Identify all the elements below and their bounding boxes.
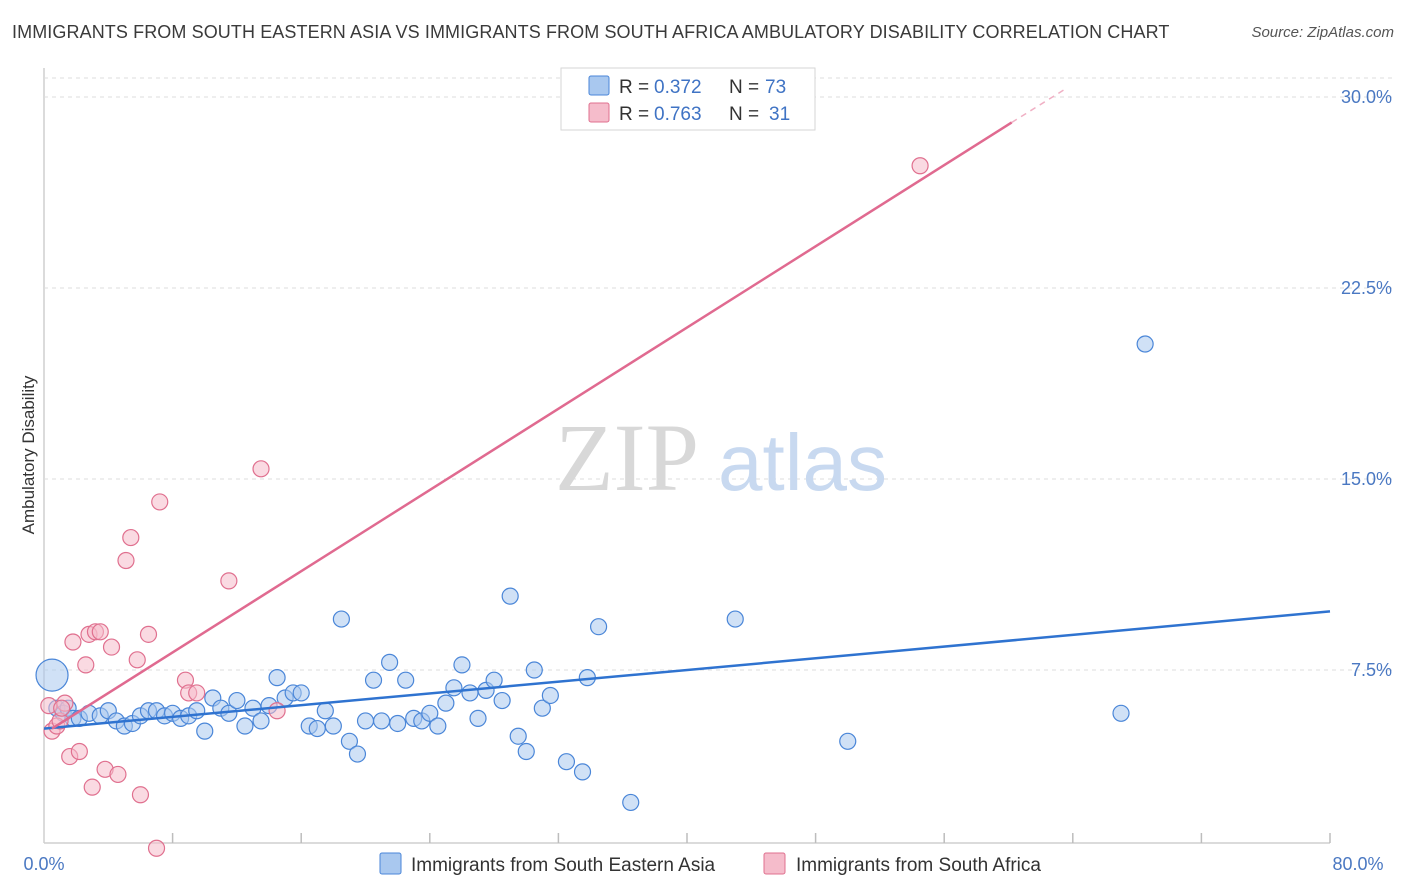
legend-n-value-2: 31 bbox=[769, 104, 790, 125]
point-south-eastern-asia bbox=[324, 717, 342, 735]
x-ticks bbox=[171, 833, 1331, 843]
point-south-eastern-asia bbox=[525, 661, 543, 679]
point-south-eastern-asia bbox=[372, 712, 391, 730]
point-south-eastern-asia bbox=[196, 722, 214, 740]
point-south-africa bbox=[83, 778, 101, 796]
point-south-africa bbox=[268, 702, 286, 720]
point-south-eastern-asia bbox=[437, 694, 455, 712]
point-south-eastern-asia bbox=[517, 742, 535, 761]
point-south-eastern-asia bbox=[228, 691, 246, 710]
x-tick-label-min: 0.0% bbox=[23, 854, 64, 874]
point-south-eastern-asia bbox=[356, 712, 375, 730]
source-label: Source: ZipAtlas.com bbox=[1251, 24, 1394, 41]
legend-n-label-1: N = bbox=[729, 77, 759, 98]
y-tick-label: 15.0% bbox=[1341, 469, 1392, 489]
point-south-africa bbox=[188, 684, 206, 702]
point-south-africa bbox=[117, 551, 135, 570]
point-south-eastern-asia bbox=[501, 587, 519, 605]
chart-title: IMMIGRANTS FROM SOUTH EASTERN ASIA VS IM… bbox=[12, 22, 1170, 42]
point-south-africa bbox=[70, 742, 88, 761]
point-south-eastern-asia bbox=[461, 684, 479, 702]
point-south-eastern-asia bbox=[509, 727, 527, 745]
point-south-eastern-asia bbox=[340, 732, 359, 750]
point-south-eastern-asia bbox=[397, 671, 415, 689]
legend-swatch-blue bbox=[588, 75, 610, 96]
bottom-legend-swatch-pink bbox=[763, 852, 786, 875]
point-south-eastern-asia bbox=[573, 763, 592, 781]
point-south-eastern-asia bbox=[268, 669, 286, 687]
point-south-eastern-asia bbox=[316, 702, 334, 720]
point-south-africa bbox=[102, 638, 121, 656]
point-south-eastern-asia bbox=[541, 686, 559, 705]
point-south-eastern-asia bbox=[35, 658, 69, 692]
point-south-eastern-asia bbox=[589, 618, 608, 636]
bottom-legend: Immigrants from South Eastern Asia Immig… bbox=[379, 852, 1041, 876]
point-south-eastern-asia bbox=[453, 656, 471, 674]
legend-n-label-2: N = bbox=[729, 104, 759, 125]
legend-r-label-1: R = bbox=[619, 77, 649, 98]
point-south-eastern-asia bbox=[389, 714, 407, 733]
point-south-eastern-asia bbox=[726, 610, 744, 628]
point-south-africa bbox=[77, 656, 95, 674]
point-south-eastern-asia bbox=[421, 704, 439, 722]
point-south-eastern-asia bbox=[308, 719, 326, 738]
x-tick-label-max: 80.0% bbox=[1332, 854, 1383, 874]
point-south-africa bbox=[147, 839, 166, 857]
point-south-africa bbox=[122, 528, 140, 547]
point-south-eastern-asia bbox=[1112, 704, 1130, 722]
y-tick-label: 22.5% bbox=[1341, 278, 1392, 298]
point-south-africa bbox=[91, 623, 109, 641]
point-south-africa bbox=[911, 157, 929, 175]
point-south-africa bbox=[139, 625, 158, 643]
y-tick-labels: 7.5% 15.0% 22.5% 30.0% bbox=[1341, 87, 1392, 680]
legend-n-value-1: 73 bbox=[765, 77, 786, 98]
point-south-africa bbox=[128, 651, 146, 669]
point-south-africa bbox=[151, 493, 169, 511]
point-south-eastern-asia bbox=[485, 671, 503, 689]
trend-line-extension-south-africa bbox=[1011, 88, 1066, 124]
point-south-eastern-asia bbox=[1136, 335, 1154, 353]
point-south-eastern-asia bbox=[622, 793, 640, 812]
point-south-eastern-asia bbox=[364, 671, 383, 689]
point-south-eastern-asia bbox=[332, 610, 350, 628]
point-south-eastern-asia bbox=[381, 653, 399, 671]
y-axis-title: Ambulatory Disability bbox=[19, 375, 38, 534]
point-south-eastern-asia bbox=[236, 717, 254, 735]
point-south-africa bbox=[109, 765, 127, 784]
point-south-eastern-asia bbox=[557, 753, 576, 771]
point-south-africa bbox=[220, 572, 238, 590]
point-south-africa bbox=[131, 786, 150, 804]
trend-line-south-eastern-asia bbox=[43, 610, 1331, 730]
point-south-eastern-asia bbox=[429, 717, 447, 735]
gridlines bbox=[44, 77, 1392, 671]
point-south-eastern-asia bbox=[348, 745, 367, 763]
bottom-legend-swatch-blue bbox=[379, 852, 402, 875]
legend-r-value-2: 0.763 bbox=[654, 104, 702, 125]
point-south-eastern-asia bbox=[839, 732, 857, 750]
bottom-legend-label-pink: Immigrants from South Africa bbox=[796, 855, 1041, 876]
point-south-africa bbox=[252, 460, 270, 478]
bottom-legend-label-blue: Immigrants from South Eastern Asia bbox=[411, 855, 716, 876]
point-south-eastern-asia bbox=[533, 699, 551, 717]
point-south-africa bbox=[64, 633, 82, 651]
point-south-eastern-asia bbox=[292, 684, 310, 702]
legend-r-value-1: 0.372 bbox=[654, 77, 702, 98]
point-south-africa bbox=[53, 699, 71, 717]
watermark-atlas: atlas bbox=[718, 418, 887, 507]
legend-r-label-2: R = bbox=[619, 104, 649, 125]
legend: R = 0.372 N = 73 R = 0.763 N = 31 bbox=[560, 67, 816, 131]
point-south-eastern-asia bbox=[469, 709, 487, 727]
trend-lines bbox=[43, 88, 1331, 730]
legend-swatch-pink bbox=[588, 102, 610, 123]
trend-line-south-africa bbox=[51, 121, 1013, 730]
point-south-eastern-asia bbox=[252, 712, 270, 730]
y-tick-label: 7.5% bbox=[1351, 660, 1392, 680]
watermark-zip: ZIP bbox=[555, 404, 699, 511]
y-tick-label: 30.0% bbox=[1341, 87, 1392, 107]
point-south-eastern-asia bbox=[493, 691, 511, 710]
point-south-eastern-asia bbox=[445, 679, 463, 697]
